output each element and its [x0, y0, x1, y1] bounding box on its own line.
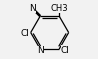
- Text: N: N: [37, 46, 44, 55]
- Text: Cl: Cl: [20, 29, 29, 38]
- Text: CH3: CH3: [50, 4, 68, 13]
- Text: Cl: Cl: [61, 45, 70, 55]
- Text: N: N: [29, 4, 36, 13]
